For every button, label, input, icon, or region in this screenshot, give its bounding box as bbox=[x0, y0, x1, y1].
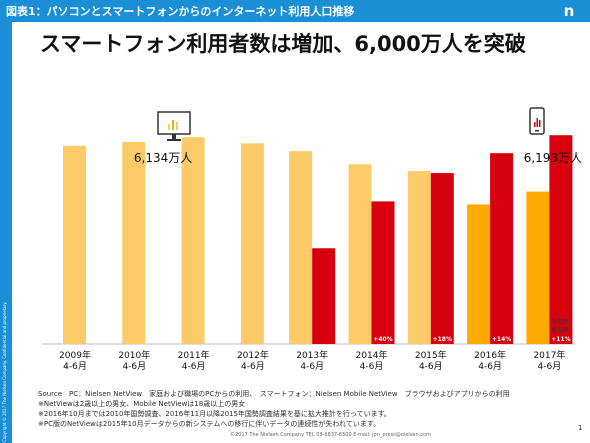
pc-bar bbox=[181, 137, 205, 344]
nielsen-logo-icon: n bbox=[563, 2, 575, 20]
x-tick-label: 2016年 bbox=[474, 349, 506, 361]
pc-bar bbox=[407, 171, 431, 344]
growth-label: +40% bbox=[373, 336, 392, 343]
growth-caption: 増加率 bbox=[551, 326, 569, 334]
x-tick-label: 2009年 bbox=[59, 349, 91, 361]
x-tick-label: 2010年 bbox=[118, 349, 150, 361]
x-tick-label: 4-6月 bbox=[241, 361, 265, 372]
main-title: スマートフォン利用者数は増加、6,000万人を突破 bbox=[40, 32, 526, 56]
smartphone-chart-icon bbox=[539, 120, 541, 127]
bar-chart: 2009年4-6月2010年4-6月2011年4-6月2012年4-6月2013… bbox=[42, 107, 582, 372]
growth-label: +11% bbox=[551, 336, 570, 343]
growth-caption: 対前年 bbox=[551, 318, 569, 326]
x-tick-label: 4-6月 bbox=[63, 361, 87, 372]
source-note: ※NetViewは2歳以上の男女、Mobile NetViewは18歳以上の男女 bbox=[38, 400, 246, 408]
header-title: 図表1：パソコンとスマートフォンからのインターネット利用人口推移 bbox=[6, 5, 355, 18]
source-note: ※PC版のNetViewは2015年10月データからの新システムへの移行に伴いデ… bbox=[38, 420, 381, 428]
growth-label: +14% bbox=[492, 336, 511, 343]
smartphone-bar bbox=[490, 153, 514, 344]
x-tick-label: 4-6月 bbox=[478, 361, 502, 372]
x-tick-label: 2017年 bbox=[533, 349, 565, 361]
side-strip: Copyright © 2017 The Nielsen Company. Co… bbox=[0, 22, 12, 443]
x-tick-label: 2014年 bbox=[356, 349, 388, 361]
smartphone-bar bbox=[312, 248, 336, 344]
smartphone-bar bbox=[371, 201, 395, 344]
x-tick-label: 2011年 bbox=[178, 349, 210, 361]
x-tick-label: 2015年 bbox=[415, 349, 447, 361]
x-tick-label: 4-6月 bbox=[360, 361, 384, 372]
monitor-chart-icon bbox=[172, 134, 176, 139]
x-tick-label: 4-6月 bbox=[300, 361, 324, 372]
monitor-chart-icon bbox=[172, 120, 174, 130]
smartphone-chart-icon bbox=[536, 118, 538, 127]
pc-bar bbox=[240, 143, 264, 344]
pc-bar bbox=[122, 142, 146, 344]
growth-label: +18% bbox=[433, 336, 452, 343]
x-tick-label: 4-6月 bbox=[122, 361, 146, 372]
pc-peak-annotation: 6,134万人 bbox=[134, 151, 192, 165]
monitor-chart-icon bbox=[176, 122, 178, 130]
x-tick-label: 4-6月 bbox=[419, 361, 443, 372]
header-bar: 図表1：パソコンとスマートフォンからのインターネット利用人口推移 n bbox=[0, 0, 590, 22]
pc-bar bbox=[348, 164, 372, 344]
pc-bar bbox=[467, 204, 491, 344]
x-tick-label: 2013年 bbox=[296, 349, 328, 361]
source-note: Source PC：Nielsen NetView 家庭および職場のPCからの利… bbox=[38, 390, 510, 398]
x-tick-label: 2012年 bbox=[237, 349, 269, 361]
x-tick-label: 4-6月 bbox=[182, 361, 206, 372]
sp-latest-annotation: 6,193万人 bbox=[524, 151, 582, 165]
pc-bar bbox=[526, 191, 550, 344]
smartphone-bar bbox=[430, 173, 454, 344]
source-notes: Source PC：Nielsen NetView 家庭および職場のPCからの利… bbox=[38, 389, 578, 429]
smartphone-bar bbox=[549, 135, 573, 344]
smartphone-chart-icon bbox=[535, 130, 539, 132]
x-tick-label: 4-6月 bbox=[538, 361, 562, 372]
smartphone-chart-icon bbox=[534, 122, 536, 127]
monitor-chart-icon bbox=[167, 139, 181, 141]
source-note: ※2016年10月までは2010年国勢調査、2016年11月以降2015年国勢調… bbox=[38, 410, 391, 418]
pc-bar bbox=[63, 145, 86, 344]
page-number: 1 bbox=[578, 424, 583, 432]
footer-contact: ©2017 The Nielsen Company TEL 03-6837-65… bbox=[230, 432, 431, 438]
monitor-chart-icon bbox=[168, 124, 170, 130]
pc-bar bbox=[289, 151, 313, 344]
